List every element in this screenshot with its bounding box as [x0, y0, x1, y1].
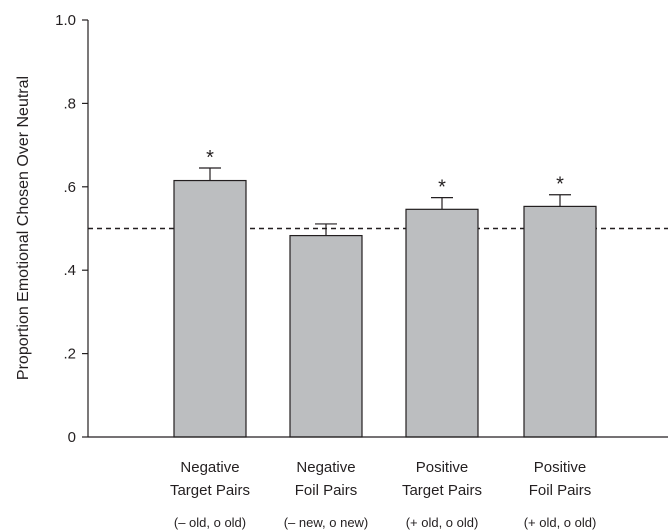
y-tick-label: 0: [68, 429, 76, 446]
category-label-line1: Positive: [416, 459, 469, 476]
significance-star: *: [206, 147, 214, 169]
category-label-line2: Target Pairs: [170, 482, 250, 499]
y-tick-label: .8: [63, 95, 76, 112]
axes-group: [87, 20, 668, 438]
bars-group: * * *: [173, 147, 597, 438]
category-label-line1: Negative: [296, 459, 355, 476]
category-label-line2: Foil Pairs: [295, 482, 358, 499]
category-label-line1: Positive: [534, 459, 587, 476]
y-tick-label: .4: [63, 262, 76, 279]
category-label-line2: Foil Pairs: [529, 482, 592, 499]
y-tick-label: .6: [63, 179, 76, 196]
category-sublabel: (– old, o old): [174, 515, 246, 530]
y-tick-label: 1.0: [55, 12, 76, 29]
category-sublabel: (+ old, o old): [406, 515, 479, 530]
bar: [173, 179, 247, 438]
significance-star: *: [438, 177, 446, 199]
y-axis-label: Proportion Emotional Chosen Over Neutral: [15, 76, 32, 380]
y-ticks-group: 0 .2 .4 .6 .8 1.0: [55, 12, 88, 446]
category-sublabel: (– new, o new): [284, 515, 369, 530]
category-labels-group: Negative Target Pairs (– old, o old) Negati…: [170, 459, 596, 530]
bar: [405, 208, 479, 438]
significance-star: *: [556, 174, 564, 196]
bar: [289, 234, 363, 438]
category-label-line1: Negative: [180, 459, 239, 476]
y-tick-label: .2: [63, 346, 76, 363]
category-sublabel: (+ old, o old): [524, 515, 597, 530]
bar: [523, 205, 597, 438]
category-label-line2: Target Pairs: [402, 482, 482, 499]
